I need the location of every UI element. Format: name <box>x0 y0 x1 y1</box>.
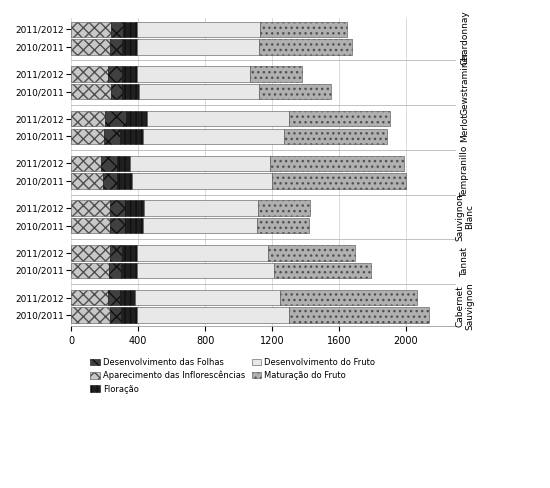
Bar <box>108 290 120 305</box>
Bar <box>72 128 104 144</box>
Bar <box>110 218 125 233</box>
Bar <box>117 156 130 171</box>
Bar <box>272 173 406 189</box>
Bar <box>72 21 112 37</box>
Bar <box>72 39 110 55</box>
Bar <box>260 21 347 37</box>
Bar <box>72 263 109 278</box>
Bar <box>133 173 272 189</box>
Bar <box>112 21 123 37</box>
Bar <box>72 66 108 82</box>
Bar <box>136 263 273 278</box>
Bar <box>136 66 250 82</box>
Bar <box>122 245 138 261</box>
Bar <box>120 128 143 144</box>
Bar <box>258 39 352 55</box>
Bar <box>110 245 122 261</box>
Bar <box>135 290 280 305</box>
Bar <box>257 218 309 233</box>
Bar <box>72 290 108 305</box>
Bar <box>120 263 136 278</box>
Bar <box>110 201 125 216</box>
Bar <box>268 245 355 261</box>
Bar <box>72 245 110 261</box>
Bar <box>125 201 144 216</box>
Bar <box>109 263 120 278</box>
Bar <box>289 307 429 323</box>
Legend: Desenvolvimento das Folhas, Aparecimento das Inflorescências, Floração, Desenvol: Desenvolvimento das Folhas, Aparecimento… <box>90 358 375 394</box>
Bar <box>72 156 101 171</box>
Bar <box>105 111 126 126</box>
Bar <box>72 218 110 233</box>
Bar <box>110 307 120 323</box>
Bar <box>122 66 136 82</box>
Bar <box>260 84 331 99</box>
Bar <box>103 173 117 189</box>
Bar <box>72 307 110 323</box>
Bar <box>289 111 390 126</box>
Bar <box>258 201 310 216</box>
Bar <box>125 218 143 233</box>
Bar <box>72 201 110 216</box>
Bar <box>250 66 302 82</box>
Bar <box>110 39 122 55</box>
Bar <box>108 66 122 82</box>
Bar <box>126 111 147 126</box>
Bar <box>120 307 138 323</box>
Bar <box>273 263 371 278</box>
Bar <box>136 39 258 55</box>
Bar <box>117 173 133 189</box>
Bar <box>112 84 122 99</box>
Bar <box>122 84 139 99</box>
Bar <box>72 84 112 99</box>
Bar <box>136 21 260 37</box>
Bar <box>147 111 289 126</box>
Bar <box>139 84 260 99</box>
Bar <box>104 128 120 144</box>
Bar <box>123 21 136 37</box>
Bar <box>72 111 105 126</box>
Bar <box>144 201 258 216</box>
Bar <box>138 307 289 323</box>
Bar <box>122 39 136 55</box>
Bar <box>130 156 270 171</box>
Bar <box>143 128 284 144</box>
Bar <box>280 290 417 305</box>
Bar <box>101 156 117 171</box>
Bar <box>72 173 103 189</box>
Bar <box>138 245 268 261</box>
Bar <box>270 156 404 171</box>
Bar <box>284 128 387 144</box>
Bar <box>120 290 135 305</box>
Bar <box>143 218 257 233</box>
